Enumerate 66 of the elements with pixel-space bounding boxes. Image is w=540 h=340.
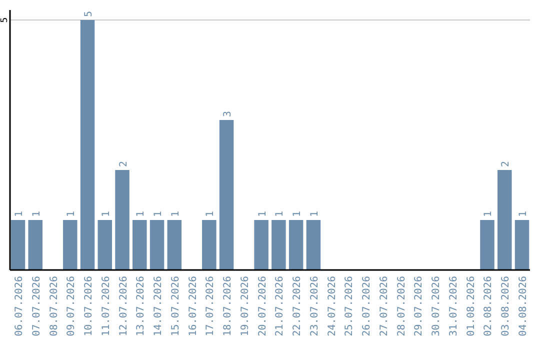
- data-label: 1: [31, 210, 42, 217]
- x-tick-label: 04.08.2026: [518, 276, 530, 336]
- data-label: 1: [292, 210, 304, 217]
- bar: [480, 220, 494, 270]
- bar: [514, 220, 530, 270]
- data-label: 5: [84, 10, 95, 17]
- x-tick-label: 21.07.2026: [274, 276, 286, 336]
- bar: [219, 120, 234, 270]
- x-tick-label: 28.07.2026: [396, 276, 408, 336]
- x-tick-label: 22.07.2026: [292, 276, 304, 336]
- data-label: 1: [136, 210, 147, 217]
- data-label: 3: [222, 110, 234, 117]
- x-tick-label: 07.07.2026: [31, 276, 42, 336]
- bar: [202, 220, 216, 270]
- x-tick-label: 19.07.2026: [240, 276, 251, 336]
- x-tick-label: 24.07.2026: [326, 276, 338, 336]
- x-tick-label: 16.07.2026: [188, 276, 199, 336]
- bar: [498, 170, 512, 270]
- x-tick-label: 27.07.2026: [378, 276, 390, 336]
- x-tick-label: 06.07.2026: [14, 276, 25, 336]
- x-tick-label: 23.07.2026: [309, 276, 320, 336]
- x-tick-label: 26.07.2026: [362, 276, 373, 336]
- bar: [272, 220, 286, 270]
- bar: [306, 220, 321, 270]
- data-label: 2: [118, 160, 130, 167]
- x-tick-label: 31.07.2026: [448, 276, 460, 336]
- x-tick-label: 10.07.2026: [84, 276, 95, 336]
- x-tick-label: 20.07.2026: [257, 276, 268, 336]
- bar: [28, 220, 42, 270]
- x-tick-label: 30.07.2026: [431, 276, 442, 336]
- x-tick-label: 15.07.2026: [170, 276, 182, 336]
- data-label: 1: [518, 210, 530, 217]
- x-tick-label: 02.08.2026: [483, 276, 494, 336]
- data-label: 1: [153, 210, 164, 217]
- data-label: 1: [66, 210, 78, 217]
- data-label: 1: [483, 210, 494, 217]
- x-tick-label: 01.08.2026: [466, 276, 477, 336]
- x-tick-label: 14.07.2026: [153, 276, 164, 336]
- data-label: 1: [14, 210, 25, 217]
- x-tick-label: 18.07.2026: [222, 276, 234, 336]
- x-tick-label: 03.08.2026: [500, 276, 512, 336]
- data-label: 2: [500, 160, 512, 167]
- data-label: 1: [309, 210, 320, 217]
- bar: [167, 220, 182, 270]
- data-label: 1: [205, 210, 216, 217]
- bar: [115, 170, 130, 270]
- x-tick-label: 29.07.2026: [414, 276, 425, 336]
- bar: [150, 220, 164, 270]
- bar: [98, 220, 112, 270]
- bar: [63, 220, 78, 270]
- x-tick-label: 13.07.2026: [136, 276, 147, 336]
- x-tick-label: 11.07.2026: [100, 276, 112, 336]
- x-tick-label: 17.07.2026: [205, 276, 216, 336]
- data-label: 1: [170, 210, 182, 217]
- bar: [10, 220, 26, 270]
- data-label: 1: [100, 210, 112, 217]
- bar: [80, 20, 95, 270]
- x-tick-label: 09.07.2026: [66, 276, 78, 336]
- data-label: 1: [257, 210, 268, 217]
- x-tick-label: 25.07.2026: [344, 276, 356, 336]
- bar: [132, 220, 147, 270]
- bar: [288, 220, 304, 270]
- x-tick-label: 08.07.2026: [48, 276, 60, 336]
- data-label: 1: [274, 210, 286, 217]
- bar: [254, 220, 268, 270]
- x-tick-label: 12.07.2026: [118, 276, 130, 336]
